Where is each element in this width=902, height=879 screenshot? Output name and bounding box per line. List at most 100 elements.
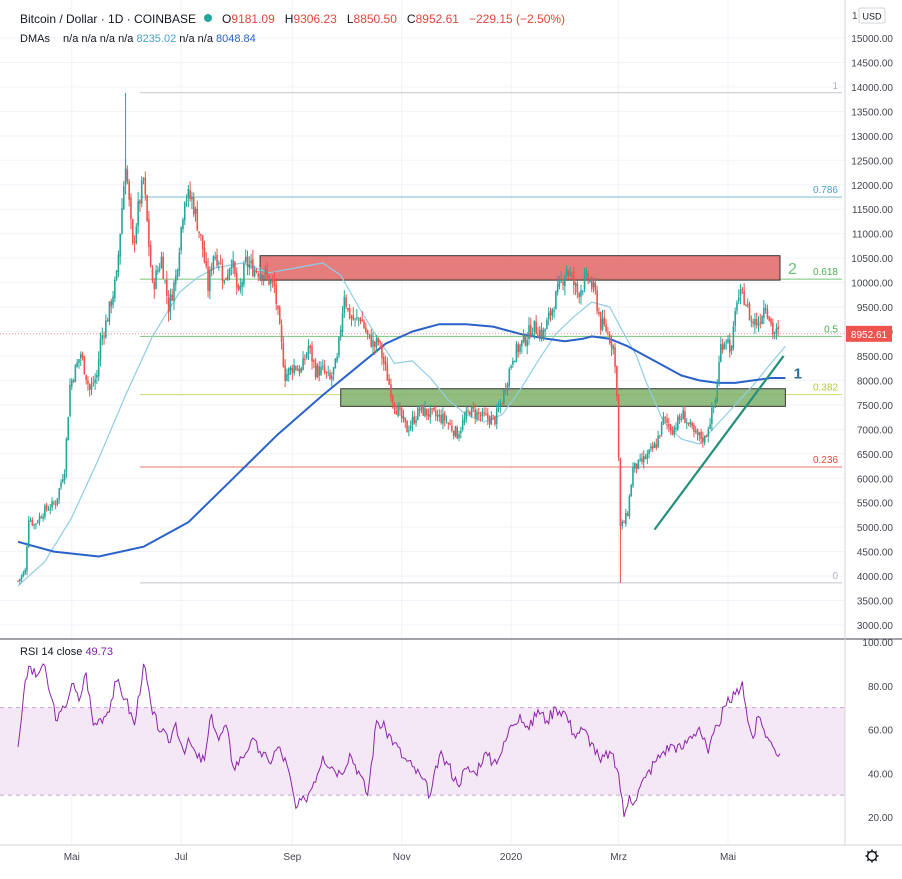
support-zone[interactable]: [340, 388, 786, 407]
candle-body: [296, 369, 299, 371]
candle-body: [343, 296, 346, 313]
candle-body: [314, 362, 317, 378]
candle-body: [218, 262, 220, 264]
price-tick-label: 4500.00: [857, 548, 894, 559]
candle-body: [445, 421, 448, 423]
currency-box[interactable]: [858, 7, 886, 24]
candle-body: [623, 521, 625, 523]
ma-label[interactable]: DMAs: [20, 33, 50, 45]
symbol-title[interactable]: Bitcoin / Dollar · 1D · COINBASE: [20, 12, 197, 26]
price-tick-label: 4000.00: [857, 572, 894, 583]
candle-body: [659, 435, 661, 437]
candle-body: [307, 346, 310, 354]
ma-na-5: n/a: [179, 33, 195, 45]
candle-body: [17, 580, 19, 582]
candle-body: [122, 185, 125, 210]
candle-body: [24, 569, 26, 574]
candle-body: [370, 334, 373, 347]
candle-body: [608, 333, 611, 343]
candle-body: [198, 231, 200, 234]
candle-body: [486, 413, 489, 419]
candle-body: [268, 275, 270, 285]
candle-body: [361, 319, 364, 322]
candle-body: [422, 404, 425, 416]
candle-body: [458, 434, 460, 438]
candle-body: [610, 341, 613, 348]
candle-body: [547, 312, 550, 320]
candle-body: [642, 456, 645, 463]
last-price-tag[interactable]: [846, 325, 892, 342]
candle-body: [271, 278, 274, 282]
candle-body: [253, 269, 256, 277]
ma-legend: DMAs n/a n/a n/a n/a 8235.02 n/a n/a 804…: [20, 33, 256, 45]
candle-body: [81, 353, 84, 358]
price-tick-label: 6500.00: [857, 450, 894, 461]
candle-body: [207, 266, 209, 291]
price-tick-label: 10000.00: [851, 279, 893, 290]
resistance-zone-label: 2: [788, 261, 797, 278]
fib-level-label: 1: [832, 81, 838, 92]
candle-body: [664, 417, 667, 419]
candle-body: [737, 297, 740, 301]
candle-body: [142, 178, 145, 180]
candle-body: [481, 411, 484, 416]
rsi-tick-label: 100.00: [862, 638, 893, 649]
candle-body: [456, 427, 459, 439]
candle-body: [417, 407, 419, 420]
candle-body: [628, 496, 631, 517]
candle-body: [192, 197, 195, 215]
candle-body: [583, 275, 586, 291]
candle-body: [440, 414, 442, 423]
candle-body: [226, 275, 229, 280]
rsi-value: 49.73: [85, 646, 113, 658]
candle-body: [651, 445, 654, 449]
price-tick-label: 9500.00: [857, 303, 894, 314]
gear-icon[interactable]: [865, 849, 879, 863]
rsi-label[interactable]: RSI 14 close: [20, 646, 83, 658]
candle-body: [621, 521, 624, 526]
candle-body: [44, 505, 46, 518]
candle-body: [691, 423, 693, 427]
candle-body: [723, 343, 726, 349]
candle-body: [436, 415, 439, 417]
candle-body: [483, 412, 485, 414]
candle-body: [128, 181, 130, 200]
candle-body: [347, 307, 349, 310]
candle-body: [775, 328, 778, 334]
trendline[interactable]: [653, 355, 785, 531]
resistance-zone[interactable]: [259, 255, 781, 281]
candle-body: [298, 368, 301, 374]
candle-body: [329, 372, 331, 379]
candle-body: [318, 366, 321, 376]
candle-body: [54, 503, 57, 506]
candle-body: [140, 180, 143, 204]
ma-na-6: n/a: [197, 33, 213, 45]
fib-level-label: 0.786: [813, 185, 838, 196]
candle-body: [51, 501, 53, 508]
candle-body: [598, 311, 600, 314]
candle-body: [174, 276, 177, 285]
candle-body: [650, 446, 652, 449]
candle-body: [657, 435, 659, 448]
candle-body: [85, 374, 87, 380]
candle-body: [415, 419, 417, 423]
candle-body: [677, 416, 679, 430]
candle-body: [479, 415, 482, 417]
candle-body: [214, 257, 217, 259]
candle-body: [88, 383, 91, 390]
candle-body: [22, 572, 25, 577]
candle-body: [476, 411, 478, 420]
candle-body: [447, 423, 450, 425]
candle-body: [578, 293, 580, 297]
candle-body: [287, 368, 290, 376]
candle-body: [574, 283, 577, 286]
candle-body: [250, 260, 252, 264]
candle-body: [29, 520, 32, 522]
candle-body: [549, 311, 552, 316]
candle-body: [449, 423, 451, 425]
candle-body: [87, 380, 89, 384]
candle-body: [474, 409, 476, 418]
candle-body: [763, 307, 765, 318]
candle-body: [660, 421, 663, 435]
